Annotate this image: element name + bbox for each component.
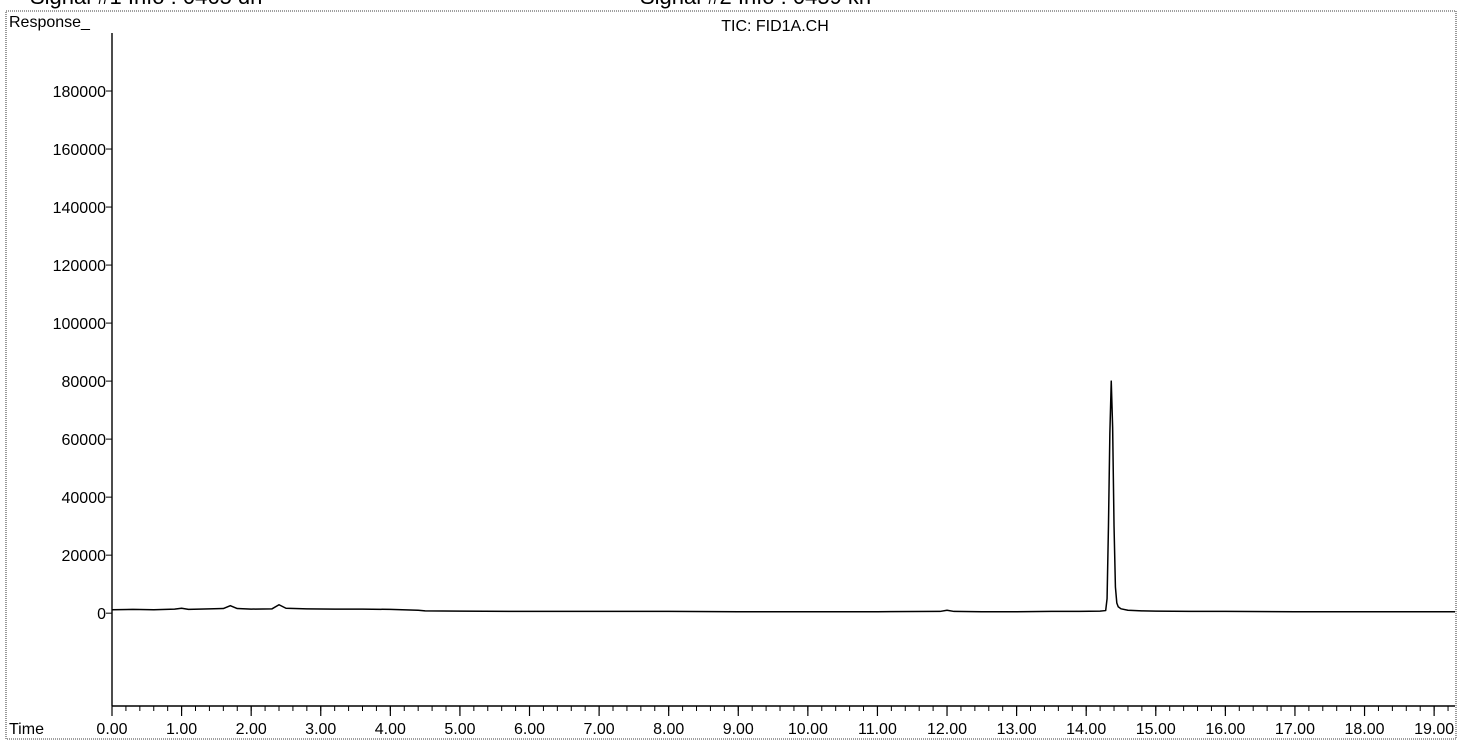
x-tick-label: 5.00 — [444, 721, 475, 738]
x-tick-label: 13.00 — [997, 721, 1037, 738]
x-tick-label: 18.00 — [1345, 721, 1385, 738]
y-axis-label: Response_ — [9, 14, 91, 31]
x-tick-label: 14.00 — [1066, 721, 1106, 738]
chart-title: TIC: FID1A.CH — [721, 18, 829, 35]
x-tick-label: 6.00 — [514, 721, 545, 738]
y-tick-label: 60000 — [62, 432, 107, 449]
x-tick-label: 8.00 — [653, 721, 684, 738]
x-tick-label: 1.00 — [166, 721, 197, 738]
x-tick-label: 3.00 — [305, 721, 336, 738]
x-tick-label: 17.00 — [1275, 721, 1315, 738]
x-tick-label: 15.00 — [1136, 721, 1176, 738]
chart-frame — [5, 10, 1457, 740]
y-tick-label: 160000 — [53, 142, 106, 159]
x-tick-label: 12.00 — [927, 721, 967, 738]
x-tick-label: 11.00 — [858, 721, 897, 738]
y-tick-label: 0 — [97, 606, 106, 623]
y-tick-label: 20000 — [62, 548, 107, 565]
y-tick-label: 40000 — [62, 490, 107, 507]
cut-header-right: Signal #2 Info : 0459 kn — [640, 0, 871, 9]
x-tick-label: 19.00 — [1414, 721, 1454, 738]
x-tick-label: 10.00 — [788, 721, 828, 738]
chromatogram-trace — [111, 380, 1455, 613]
x-tick-label: 16.00 — [1205, 721, 1245, 738]
x-ticks: 0.00 1.00 2.00 3.00 4.00 5.00 6.00 7.00 8.00 9.00… — [96, 706, 1454, 738]
y-tick-label: 180000 — [53, 84, 106, 101]
cut-header-left: Signal #1 Info : 0465 dn — [30, 0, 262, 9]
x-tick-label: 9.00 — [723, 721, 754, 738]
y-tick-label: 100000 — [53, 316, 106, 333]
y-tick-label: 80000 — [62, 374, 107, 391]
y-tick-label: 140000 — [53, 200, 106, 217]
x-axis-label: Time — [9, 721, 44, 738]
x-tick-label: 7.00 — [584, 721, 615, 738]
y-tick-label: 120000 — [53, 258, 106, 275]
x-tick-label: 0.00 — [96, 721, 127, 738]
x-tick-label: 2.00 — [236, 721, 267, 738]
y-ticks: 0 20000 40000 60000 80000 100000 120000 140000 1… — [53, 84, 112, 623]
x-tick-label: 4.00 — [375, 721, 406, 738]
